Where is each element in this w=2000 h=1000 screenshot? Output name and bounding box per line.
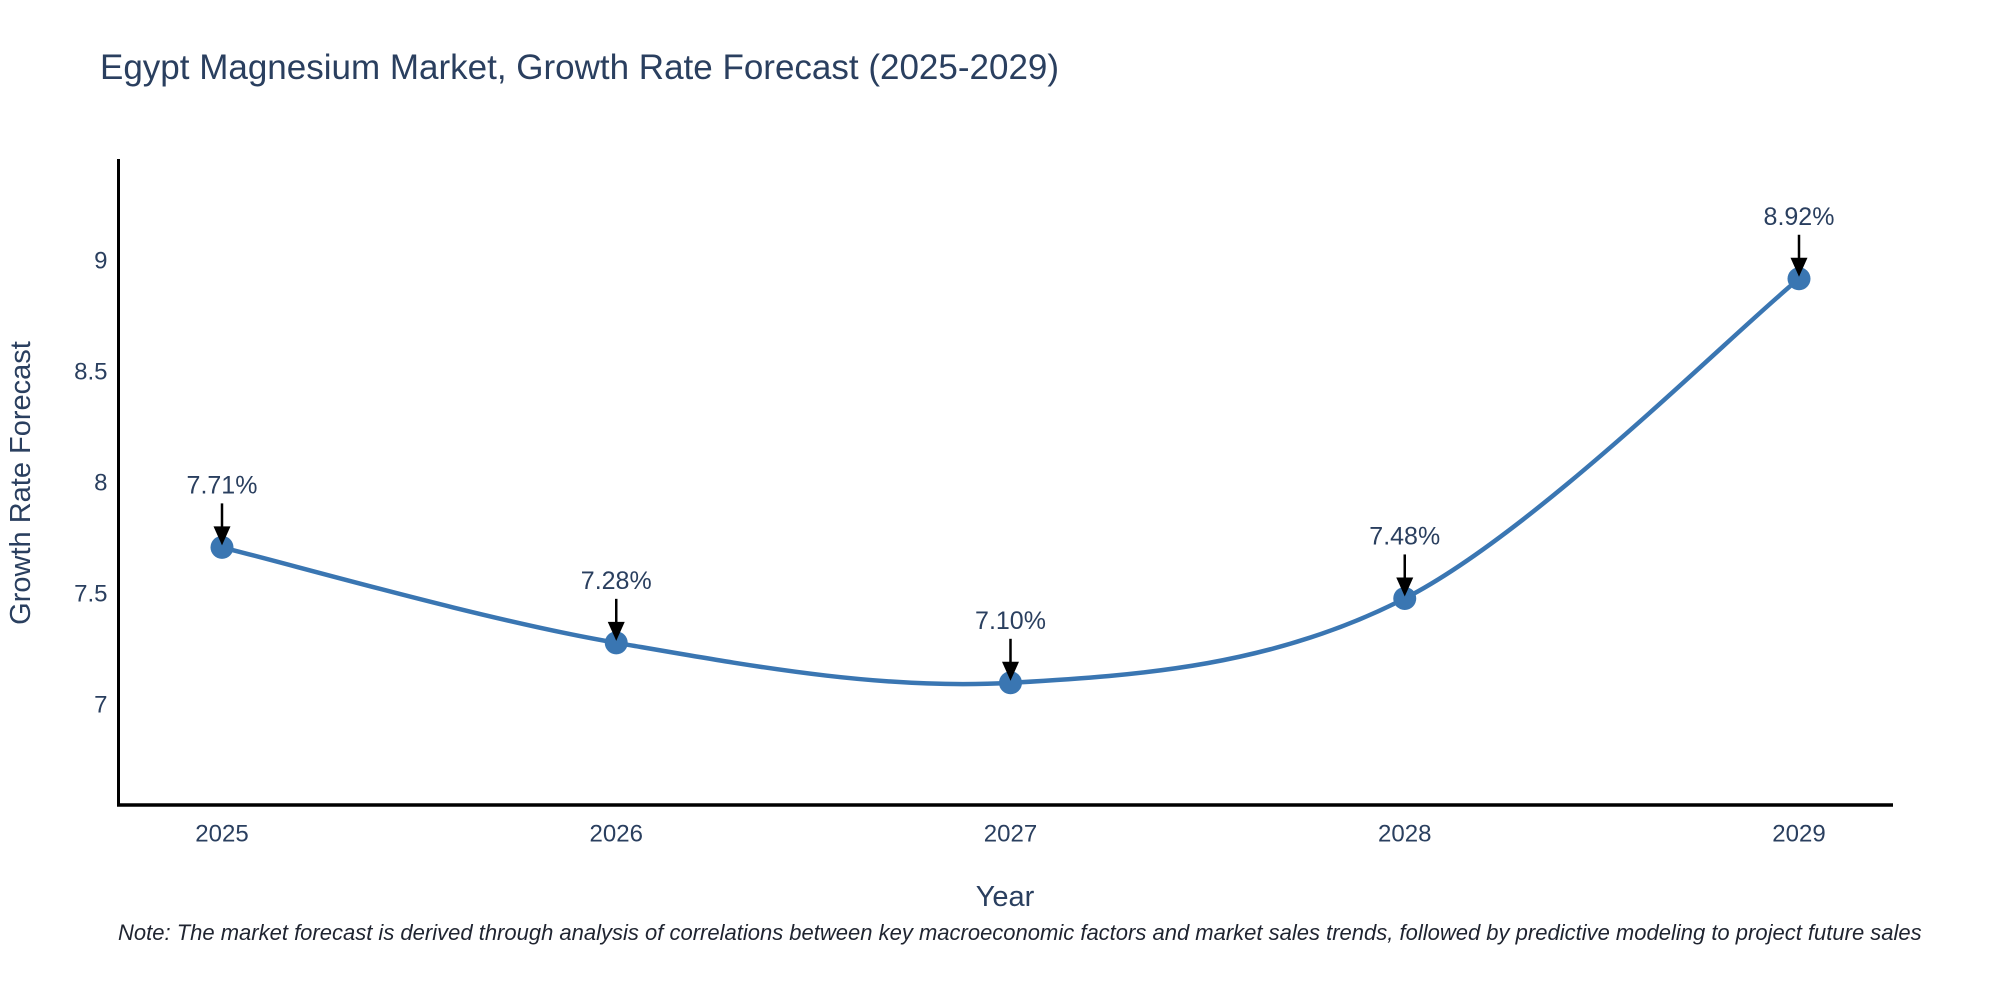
data-point-label: 8.92% bbox=[1764, 203, 1835, 231]
data-point-marker[interactable] bbox=[604, 631, 628, 655]
y-tick-label: 7 bbox=[94, 692, 107, 719]
chart-title: Egypt Magnesium Market, Growth Rate Fore… bbox=[100, 48, 1060, 87]
y-tick-label: 8.5 bbox=[74, 359, 107, 386]
series-layer bbox=[210, 267, 1811, 695]
data-point-label: 7.48% bbox=[1369, 522, 1440, 550]
data-point-marker[interactable] bbox=[1787, 267, 1811, 291]
data-point-label: 7.71% bbox=[187, 471, 258, 499]
annotation-arrowhead-icon bbox=[1790, 257, 1808, 277]
x-tick-label: 2028 bbox=[1378, 821, 1431, 848]
data-point-label: 7.28% bbox=[581, 567, 652, 595]
data-point-marker[interactable] bbox=[210, 535, 234, 559]
y-tick-label: 7.5 bbox=[74, 581, 107, 608]
annotation-layer: 7.71% 7.28% 7.10% 7.48% 8.92% bbox=[187, 203, 1835, 681]
y-tick-label: 9 bbox=[94, 248, 107, 275]
axes-layer: 7 7.5 8 8.5 9 2025 2026 2027 2028 2029 bbox=[74, 159, 1893, 848]
x-tick-label: 2026 bbox=[590, 821, 643, 848]
annotation-arrowhead-icon bbox=[1396, 577, 1414, 597]
data-point-marker[interactable] bbox=[1393, 586, 1417, 610]
x-tick-label: 2027 bbox=[984, 821, 1037, 848]
x-tick-label: 2025 bbox=[195, 821, 248, 848]
footnote: Note: The market forecast is derived thr… bbox=[118, 920, 1922, 945]
annotation-arrowhead-icon bbox=[607, 621, 625, 641]
x-tick-label: 2029 bbox=[1772, 821, 1825, 848]
y-tick-label: 8 bbox=[94, 470, 107, 497]
annotation-arrowhead-icon bbox=[213, 526, 231, 546]
data-point-marker[interactable] bbox=[999, 671, 1022, 695]
annotation-arrowhead-icon bbox=[1002, 661, 1019, 681]
x-axis-title: Year bbox=[976, 881, 1035, 913]
y-axis-title: Growth Rate Forecast bbox=[5, 341, 37, 625]
data-point-label: 7.10% bbox=[975, 607, 1046, 635]
